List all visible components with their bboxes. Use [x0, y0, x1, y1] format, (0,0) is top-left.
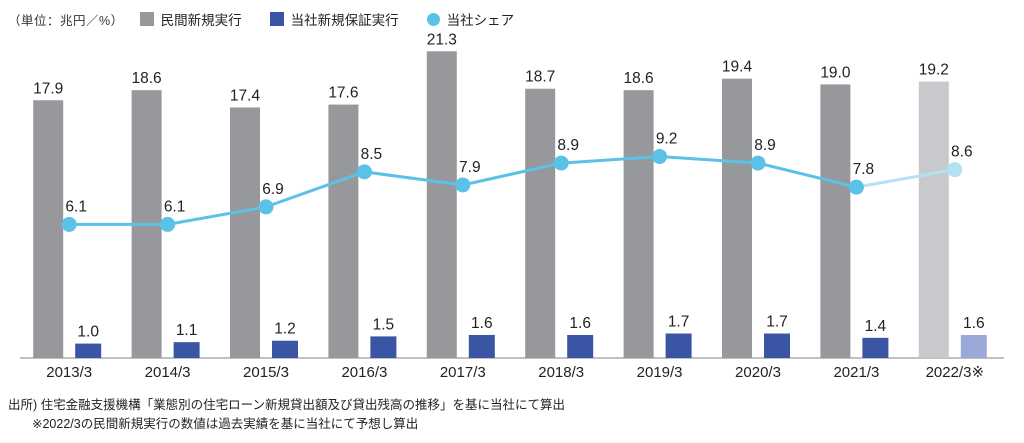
- company-bar: [567, 334, 594, 358]
- share-point: [553, 155, 569, 171]
- private-bar-value: 18.6: [624, 70, 654, 87]
- company-bar-value: 1.6: [471, 315, 493, 332]
- category-label: 2014/3: [145, 364, 191, 381]
- company-bar-value: 1.5: [373, 316, 395, 333]
- share-point: [848, 179, 864, 195]
- legend-label-share-line: 当社シェア: [446, 13, 515, 28]
- private-bar-value: 21.3: [427, 31, 457, 48]
- company-bar-swatch: [269, 12, 284, 26]
- private-bar: [722, 78, 752, 359]
- legend-item-share-line: 当社シェア: [426, 9, 515, 29]
- share-line-swatch: [426, 12, 440, 26]
- share-value: 8.9: [754, 137, 776, 154]
- share-point: [61, 216, 77, 232]
- category-label: 2017/3: [440, 364, 486, 381]
- unit-label: （単位：兆円／%）: [8, 13, 124, 28]
- company-bar: [960, 334, 987, 358]
- private-bar-value: 19.2: [919, 62, 949, 79]
- private-bar: [623, 90, 654, 358]
- private-bar: [33, 100, 64, 358]
- private-bar: [426, 51, 457, 359]
- share-line-segment: [166, 205, 268, 226]
- company-bar-value: 1.6: [569, 315, 591, 332]
- category-label: 2021/3: [833, 364, 879, 381]
- private-bar-swatch: [139, 12, 154, 26]
- share-point: [160, 216, 176, 232]
- category-label: 2022/3※: [926, 364, 984, 381]
- share-value: 7.9: [459, 159, 481, 176]
- combo-chart: 17.9 18.6 17.4 17.6 21.3 18.7 18.6 19.4 19.0 19.2…: [0, 30, 1024, 395]
- share-point: [356, 164, 372, 180]
- footnotes: 出所) 住宅金融支援機構「業態別の住宅ローン新規貸出額及び貸出残高の推移」を基に…: [8, 396, 565, 434]
- category-label: 2013/3: [46, 364, 92, 381]
- private-bar-value: 19.4: [722, 59, 753, 76]
- chart-header: （単位：兆円／%） 民間新規実行 当社新規保証実行 当社シェア: [8, 9, 1016, 29]
- category-label: 2020/3: [735, 364, 781, 381]
- share-point: [750, 155, 766, 171]
- private-bar: [525, 88, 556, 359]
- private-bar: [230, 107, 260, 359]
- legend-label-private-bar: 民間新規実行: [160, 13, 242, 28]
- company-bar: [173, 342, 200, 358]
- private-bar-value: 17.9: [33, 80, 63, 97]
- share-line-segment: [559, 155, 662, 165]
- private-bar-value: 18.6: [132, 70, 162, 87]
- footnote-source: 出所) 住宅金融支援機構「業態別の住宅ローン新規貸出額及び貸出残高の推移」を基に…: [8, 398, 566, 412]
- share-line-segment: [854, 168, 957, 189]
- share-line-segment: [461, 161, 563, 187]
- company-bar: [764, 333, 790, 358]
- legend-item-company-bar: 当社新規保証実行: [269, 9, 399, 29]
- share-value: 6.1: [164, 198, 186, 215]
- share-value: 6.9: [262, 181, 284, 198]
- private-bar: [820, 84, 851, 358]
- company-bar: [75, 343, 102, 358]
- private-bar-value: 17.6: [328, 85, 358, 102]
- company-bar-value: 1.2: [274, 321, 296, 338]
- share-value: 6.1: [65, 198, 87, 215]
- private-bar: [918, 81, 949, 358]
- legend-item-private-bar: 民間新規実行: [139, 9, 242, 29]
- share-value: 7.8: [853, 161, 875, 178]
- company-bar: [468, 334, 495, 358]
- company-bar: [272, 340, 298, 358]
- legend: 民間新規実行 当社新規保証実行 当社シェア: [139, 9, 515, 29]
- company-bar-value: 1.1: [176, 322, 198, 339]
- company-bar-value: 1.7: [668, 314, 690, 331]
- share-value: 8.5: [361, 146, 383, 163]
- share-line-segment: [756, 161, 858, 189]
- share-point: [258, 199, 274, 215]
- share-point: [455, 177, 471, 193]
- category-label: 2015/3: [243, 364, 289, 381]
- company-bar-value: 1.4: [865, 318, 887, 335]
- company-bar: [370, 336, 397, 358]
- category-label: 2016/3: [341, 364, 387, 381]
- chart-canvas: 17.9 18.6 17.4 17.6 21.3 18.7 18.6 19.4 19.0 19.2…: [20, 31, 1004, 381]
- company-bar: [665, 333, 692, 358]
- legend-label-company-bar: 当社新規保証実行: [290, 13, 399, 28]
- share-point: [652, 149, 668, 165]
- company-bar-value: 1.0: [77, 324, 99, 341]
- private-bar: [328, 104, 359, 358]
- share-value: 9.2: [656, 131, 678, 148]
- share-value: 8.6: [951, 144, 973, 161]
- company-bar-value: 1.7: [766, 314, 788, 331]
- share-line-segment: [264, 170, 366, 209]
- share-line-segment: [362, 170, 465, 187]
- private-bar-value: 18.7: [525, 69, 555, 86]
- footnote-forecast: ※2022/3の民間新規実行の数値は過去実績を基に当社にて予想し算出: [32, 417, 419, 431]
- company-bar-value: 1.6: [963, 315, 985, 332]
- company-bar: [862, 337, 889, 358]
- private-bar-value: 19.0: [820, 64, 851, 81]
- category-label: 2018/3: [538, 364, 584, 381]
- share-line-segment: [658, 155, 760, 165]
- share-value: 8.9: [557, 137, 579, 154]
- share-point: [947, 162, 963, 178]
- category-label: 2019/3: [637, 364, 683, 381]
- private-bar-value: 17.4: [230, 87, 261, 104]
